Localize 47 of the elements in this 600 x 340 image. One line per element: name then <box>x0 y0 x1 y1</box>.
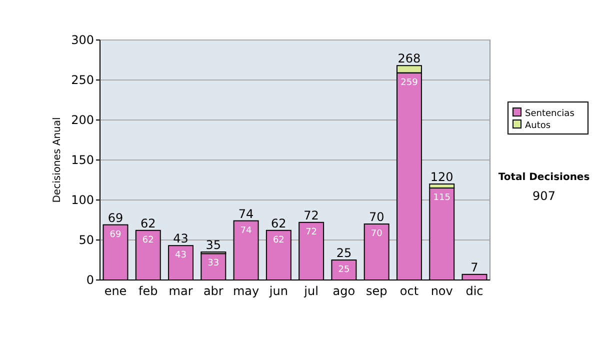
total-label: 268 <box>398 52 421 66</box>
data-label: 43 <box>175 250 186 261</box>
x-tick-label: dic <box>466 284 484 298</box>
total-label: 69 <box>108 210 124 225</box>
data-label: 62 <box>142 235 154 246</box>
text: 907 <box>532 189 556 203</box>
total-label: 25 <box>336 246 352 260</box>
x-tick-label: jul <box>303 284 318 298</box>
total-label: 72 <box>304 208 319 222</box>
total-label: 70 <box>368 210 384 224</box>
x-tick-label: may <box>232 284 260 298</box>
x-tick-label: nov <box>430 284 453 298</box>
y-tick-label: 0 <box>86 273 94 287</box>
y-tick-label: 200 <box>71 113 94 127</box>
total-label: 74 <box>238 206 254 221</box>
data-label: 115 <box>433 193 450 203</box>
x-tick-label: sep <box>366 284 388 298</box>
total-label: 43 <box>173 232 188 246</box>
x-tick-label: ago <box>332 284 356 298</box>
x-tick-label: feb <box>138 284 158 298</box>
y-tick-label: 150 <box>71 153 94 167</box>
data-label: 25 <box>338 265 350 275</box>
y-tick-label: 300 <box>71 33 94 47</box>
total-label: 62 <box>271 216 286 230</box>
data-label: 62 <box>272 235 284 246</box>
x-tick-label: abr <box>203 284 224 298</box>
y-tick-label: 100 <box>71 193 94 207</box>
x-tick-label: mar <box>168 284 193 298</box>
text: Total Decisiones <box>498 172 590 183</box>
data-label: 33 <box>208 258 220 269</box>
y-tick-label: 50 <box>78 233 94 247</box>
x-tick-label: jun <box>268 284 288 298</box>
total-label: 62 <box>140 216 156 230</box>
total-label: 7 <box>470 260 478 274</box>
total-label: 35 <box>206 238 222 252</box>
data-label: 74 <box>240 226 252 236</box>
data-label: 259 <box>400 78 418 88</box>
data-label: 70 <box>370 229 383 239</box>
y-tick-label: 250 <box>71 73 94 87</box>
total-label: 120 <box>430 170 454 184</box>
legend-label: Autos <box>525 121 551 131</box>
y-axis-title: Decisiones Anual <box>52 117 63 203</box>
data-label: 69 <box>110 230 122 240</box>
x-tick-label: ene <box>104 284 127 298</box>
legend-label: Sentencias <box>525 109 575 119</box>
data-label: 72 <box>306 227 318 238</box>
x-tick-label: oct <box>400 284 419 298</box>
